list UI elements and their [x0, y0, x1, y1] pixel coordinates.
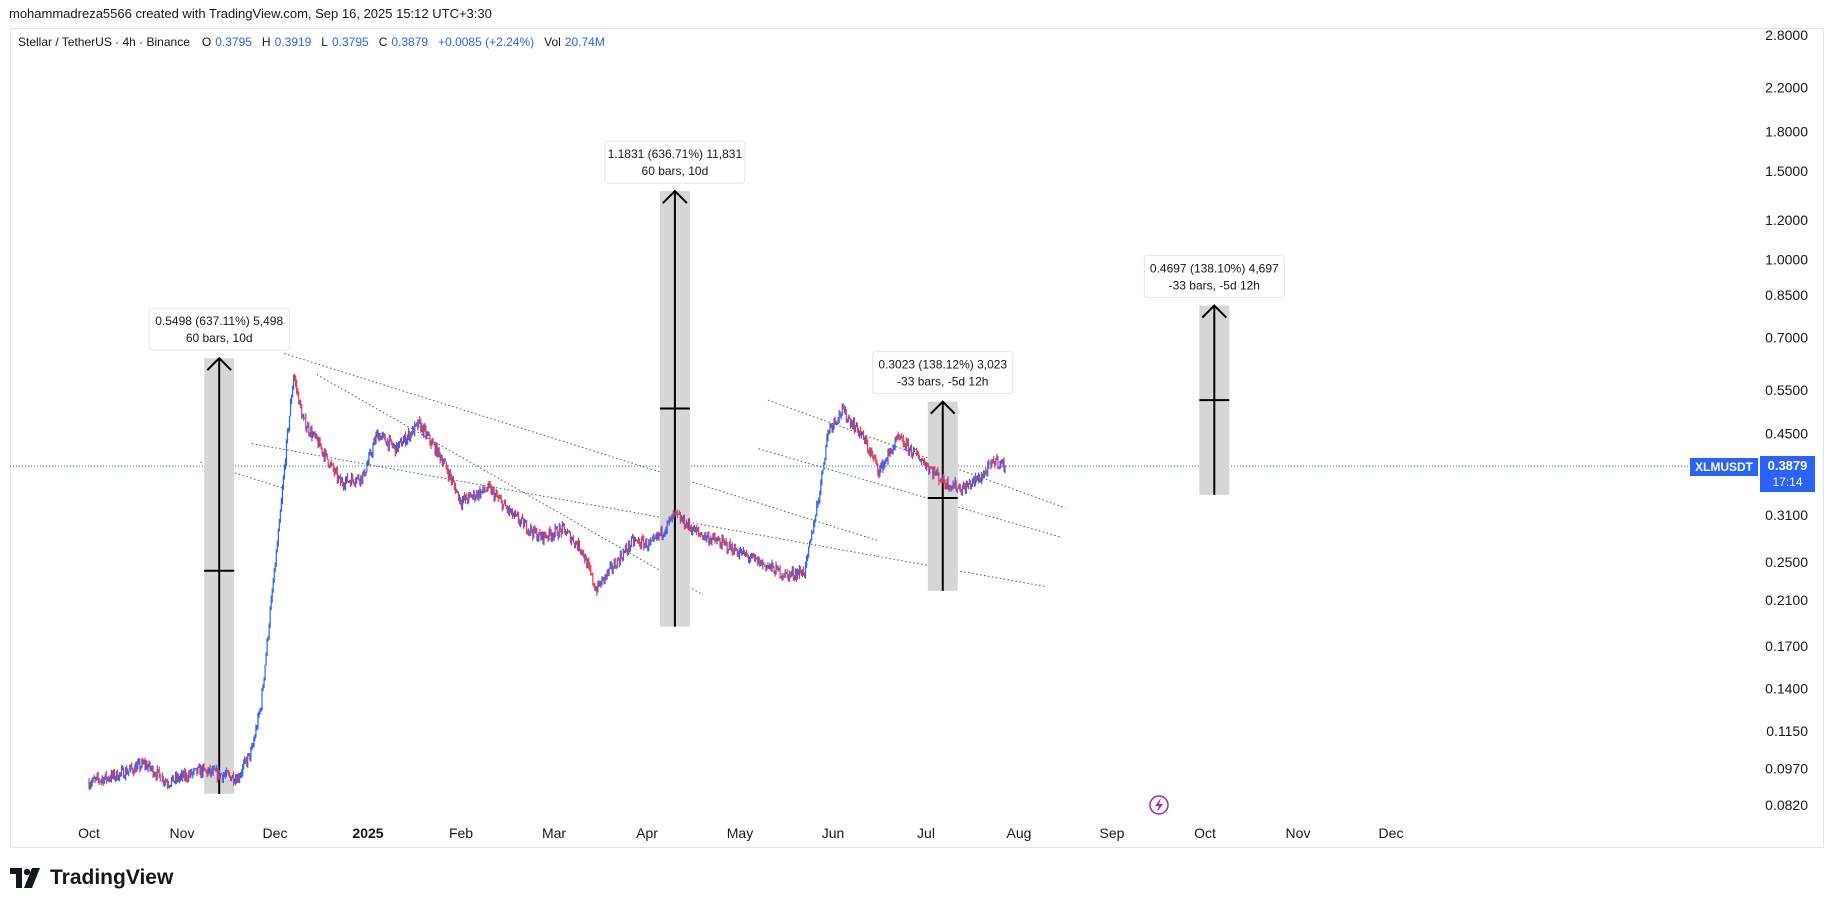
channel-ref-line [200, 461, 285, 489]
measure-arrow-head [930, 400, 956, 415]
legend-open: 0.3795 [215, 35, 252, 49]
measure-tool: 1.1831 (636.71%) 11,831 60 bars, 10d [604, 140, 746, 627]
y-tick-label: 1.0000 [1765, 252, 1808, 268]
legend-open-label: O [201, 35, 212, 49]
tradingview-logo[interactable]: TradingView [10, 866, 173, 890]
measure-label-line2: 60 bars, 10d [186, 331, 253, 345]
x-tick-label: Jul [917, 825, 935, 841]
x-tick-label: Sep [1100, 825, 1125, 841]
y-tick-label: 0.5500 [1765, 382, 1808, 398]
channel-2-upper [767, 399, 1066, 509]
y-tick-label: 2.8000 [1765, 27, 1808, 43]
x-tick-label: May [727, 825, 753, 841]
x-tick-label: Nov [1286, 825, 1311, 841]
channel-1-mid [284, 353, 880, 542]
channel-1-lower [316, 374, 704, 596]
price-axis: 2.8000 2.2000 1.8000 1.5000 1.2000 1.0000 0.85… [1765, 27, 1808, 813]
legend-high-label: H [261, 35, 271, 49]
y-tick-label: 0.1150 [1766, 723, 1808, 739]
tradingview-logo-text: TradingView [50, 866, 174, 889]
legend-high: 0.3919 [274, 35, 312, 49]
y-tick-label: 0.1400 [1765, 680, 1808, 696]
legend-close: 0.3879 [391, 35, 429, 49]
measure-label-line2: 60 bars, 10d [642, 164, 709, 178]
x-tick-label: Jun [822, 825, 845, 841]
measure-arrow-head [1201, 304, 1228, 319]
legend-symbol[interactable]: Stellar / TetherUS · 4h · Binance [18, 35, 190, 49]
measure-tool: 0.5498 (637.11%) 5,498 60 bars, 10d [148, 307, 290, 794]
channel-2-lower [758, 448, 1061, 538]
legend-low: 0.3795 [331, 35, 369, 49]
x-tick-label: Aug [1007, 825, 1032, 841]
y-tick-label: 0.3100 [1765, 507, 1808, 523]
legend-vol: 20.74M [564, 35, 605, 49]
legend-vol-label: Vol [544, 35, 561, 49]
y-tick-label: 2.2000 [1765, 80, 1808, 96]
y-tick-label: 1.2000 [1765, 212, 1808, 228]
channel-lines [200, 353, 1066, 596]
measure-label-line1: 0.4697 (138.10%) 4,697 [1150, 262, 1279, 276]
chart-frame [10, 28, 1824, 848]
x-tick-label: Dec [263, 825, 288, 841]
y-tick-label: 1.8000 [1765, 123, 1808, 139]
time-axis: Oct Nov Dec 2025 Feb Mar Apr May Jun Jul Aug Sep Oct… [78, 825, 1403, 841]
y-tick-label: 0.7000 [1765, 329, 1808, 345]
tradingview-logo-icon [10, 868, 40, 888]
measure-label-box [872, 351, 1014, 395]
last-price-badge: 0.3879 17:14 [1760, 456, 1815, 492]
x-tick-label: 2025 [352, 825, 383, 841]
x-tick-label: Oct [78, 825, 100, 841]
measure-tool: 0.4697 (138.10%) 4,697 -33 bars, -5d 12h [1143, 255, 1285, 495]
y-tick-label: 0.0970 [1765, 760, 1808, 776]
y-tick-label: 0.1700 [1765, 638, 1808, 654]
x-tick-label: Feb [449, 825, 473, 841]
y-tick-label: 0.8500 [1765, 287, 1808, 303]
lightning-icon[interactable] [1149, 795, 1169, 815]
y-tick-label: 0.2500 [1765, 554, 1808, 570]
legend-change: +0.0085 (+2.24%) [438, 35, 535, 49]
y-tick-label: 0.4500 [1765, 426, 1808, 442]
last-price-value: 0.3879 [1767, 458, 1808, 473]
measure-label-box [604, 140, 746, 184]
measure-label-line1: 0.3023 (138.12%) 3,023 [878, 358, 1007, 372]
measure-arrow-head [206, 356, 232, 371]
chart-credit: mohammadreza5566 created with TradingVie… [9, 6, 492, 21]
measure-label-line1: 0.5498 (637.11%) 5,498 [155, 314, 283, 328]
symbol-price-tag: XLMUSDT [1690, 458, 1758, 476]
measure-label-box [148, 307, 290, 351]
price-series [88, 373, 1006, 791]
channel-1-upper [251, 443, 1047, 588]
y-tick-label: 1.5000 [1765, 163, 1808, 179]
measure-label-line2: -33 bars, -5d 12h [897, 375, 988, 389]
x-tick-label: Apr [636, 825, 658, 841]
measure-label-line1: 1.1831 (636.71%) 11,831 [608, 147, 743, 161]
x-tick-label: Oct [1194, 825, 1216, 841]
measure-tool: 0.3023 (138.12%) 3,023 -33 bars, -5d 12h [872, 351, 1014, 591]
bar-countdown: 17:14 [1772, 475, 1803, 489]
measure-label-line2: -33 bars, -5d 12h [1169, 279, 1260, 293]
x-tick-label: Dec [1379, 825, 1404, 841]
y-tick-label: 0.0820 [1765, 797, 1808, 813]
measure-arrow-head [662, 189, 688, 204]
x-tick-label: Nov [170, 825, 195, 841]
legend-low-label: L [321, 35, 328, 49]
measure-label-box [1143, 255, 1285, 299]
legend-close-label: C [378, 35, 388, 49]
symbol-legend: Stellar / TetherUS · 4h · Binance O 0.379… [18, 35, 611, 49]
x-tick-label: Mar [542, 825, 566, 841]
y-tick-label: 0.2100 [1765, 592, 1808, 608]
